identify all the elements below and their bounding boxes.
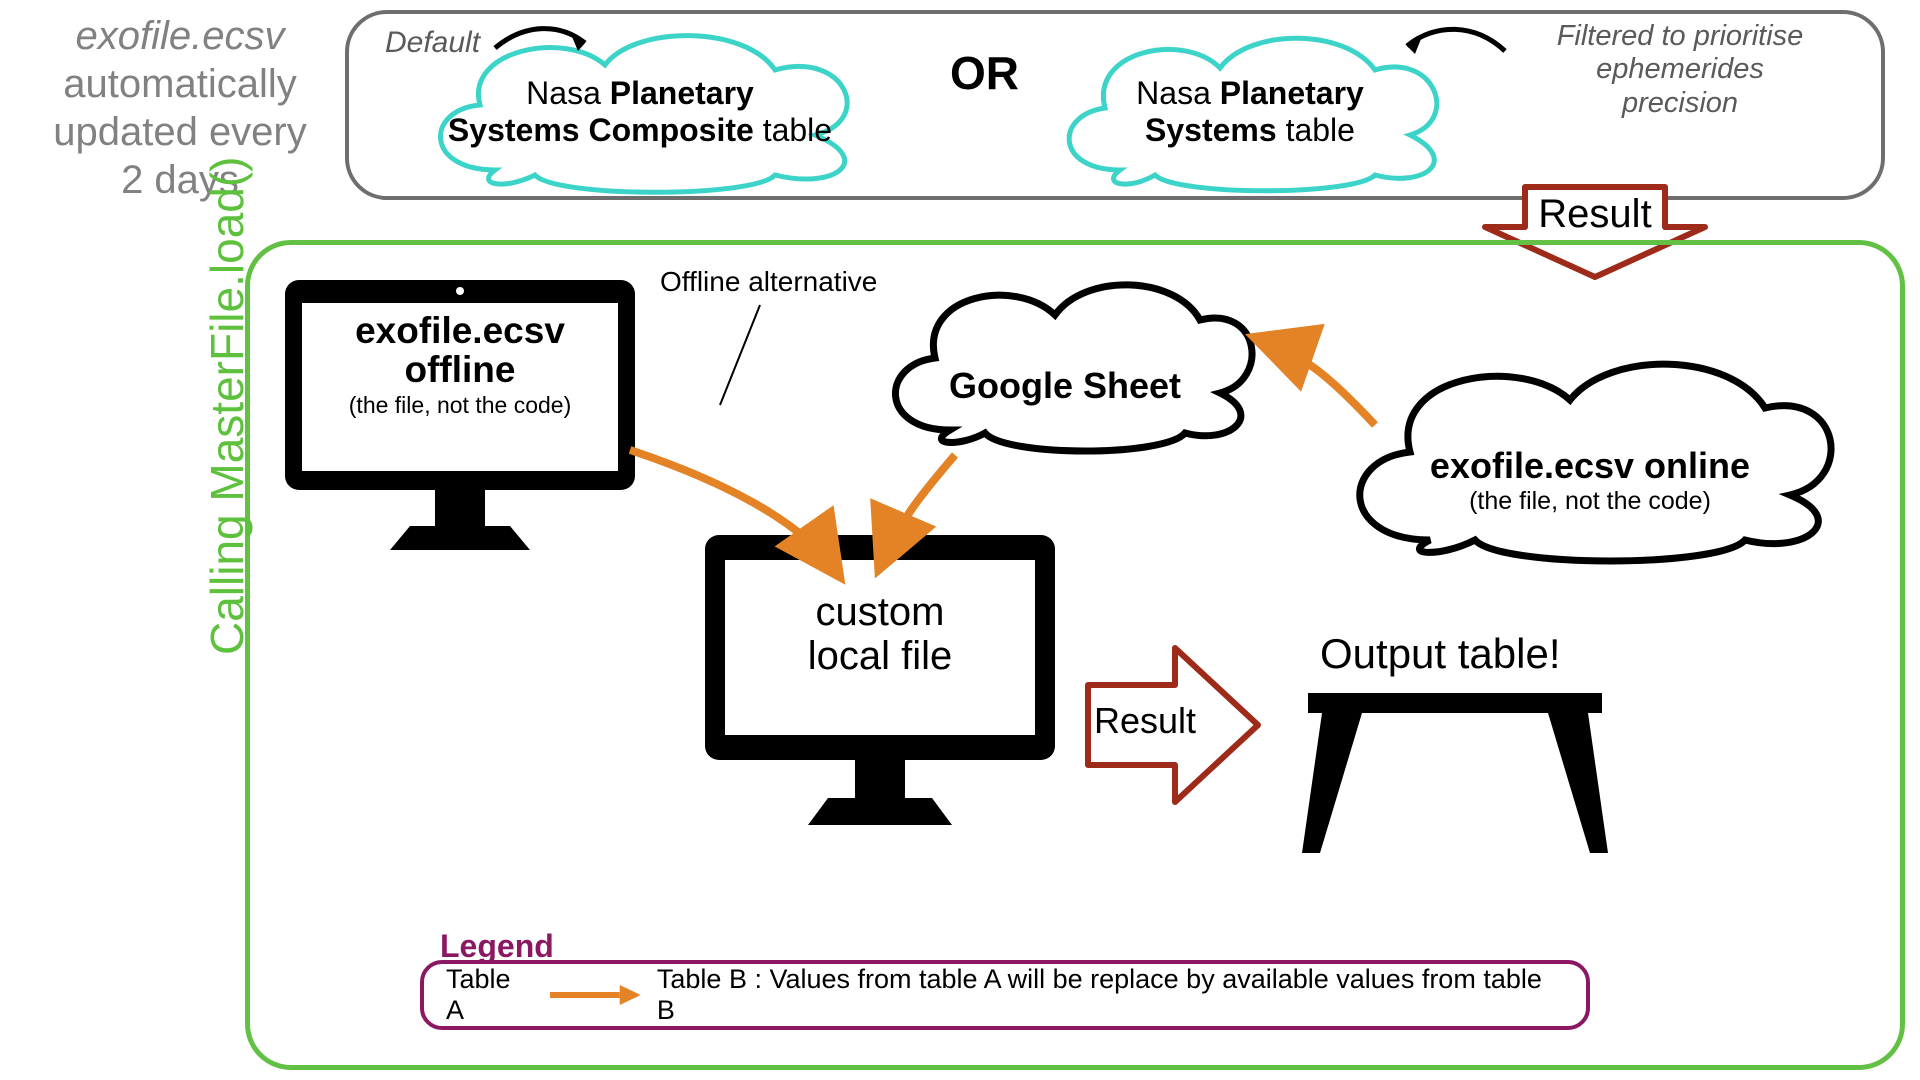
legend-arrow-icon [548,983,643,1007]
output-table-icon [1300,685,1610,860]
result-arrow-right-label: Result [1085,700,1205,742]
legend-box: Table A Table B : Values from table A wi… [420,960,1590,1030]
legend-table-b-text: Table B : Values from table A will be re… [657,964,1564,1026]
flow-arrows [0,0,1920,1080]
output-table-label: Output table! [1320,630,1561,678]
legend-table-a: Table A [446,964,534,1026]
